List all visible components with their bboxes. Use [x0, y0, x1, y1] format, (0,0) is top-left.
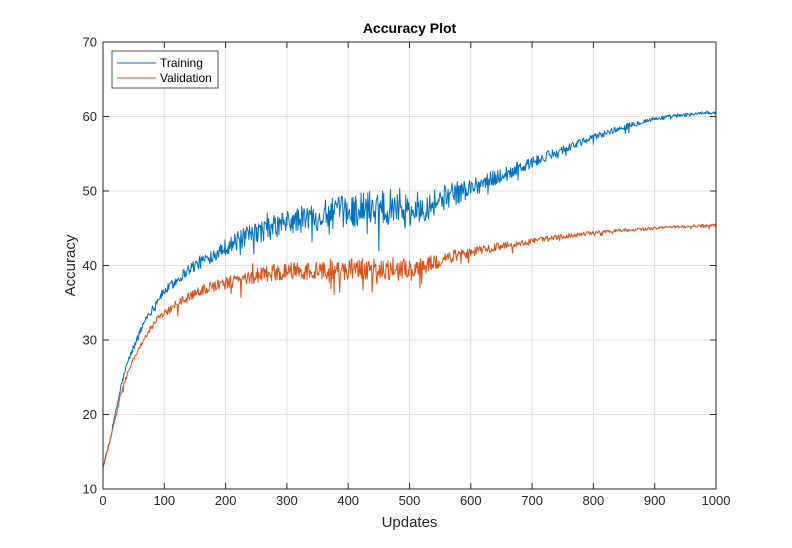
x-axis-label: Updates — [382, 514, 438, 531]
chart-title: Accuracy Plot — [363, 20, 457, 36]
x-tick-label: 900 — [644, 493, 666, 508]
x-tick-label: 200 — [215, 493, 237, 508]
y-axis-label: Accuracy — [62, 234, 79, 296]
x-tick-label: 800 — [583, 493, 605, 508]
y-tick-label: 40 — [83, 258, 97, 273]
x-tick-label: 500 — [399, 493, 421, 508]
series-line-validation — [102, 223, 717, 466]
y-tick-label: 60 — [83, 109, 97, 124]
x-tick-label: 600 — [460, 493, 482, 508]
series-layer — [102, 110, 717, 469]
legend: Training Validation — [111, 50, 219, 89]
axis-ticks: 0 100 200 300 400 500 600 700 800 900 1000 10 20 30 40… — [83, 35, 731, 509]
legend-box — [111, 50, 219, 89]
x-tick-label: 100 — [153, 493, 175, 508]
legend-label-training: Training — [160, 56, 203, 70]
x-tick-label: 700 — [521, 493, 543, 508]
x-tick-label: 1000 — [702, 493, 731, 508]
x-tick-label: 0 — [99, 493, 106, 508]
y-tick-label: 50 — [83, 184, 97, 199]
series-line-training — [102, 110, 717, 469]
x-tick-label: 300 — [276, 493, 298, 508]
x-tick-label: 400 — [337, 493, 359, 508]
y-tick-label: 10 — [83, 482, 97, 497]
legend-label-validation: Validation — [160, 71, 212, 85]
y-tick-label: 70 — [83, 35, 97, 50]
y-tick-label: 20 — [83, 407, 97, 422]
y-tick-label: 30 — [83, 333, 97, 348]
